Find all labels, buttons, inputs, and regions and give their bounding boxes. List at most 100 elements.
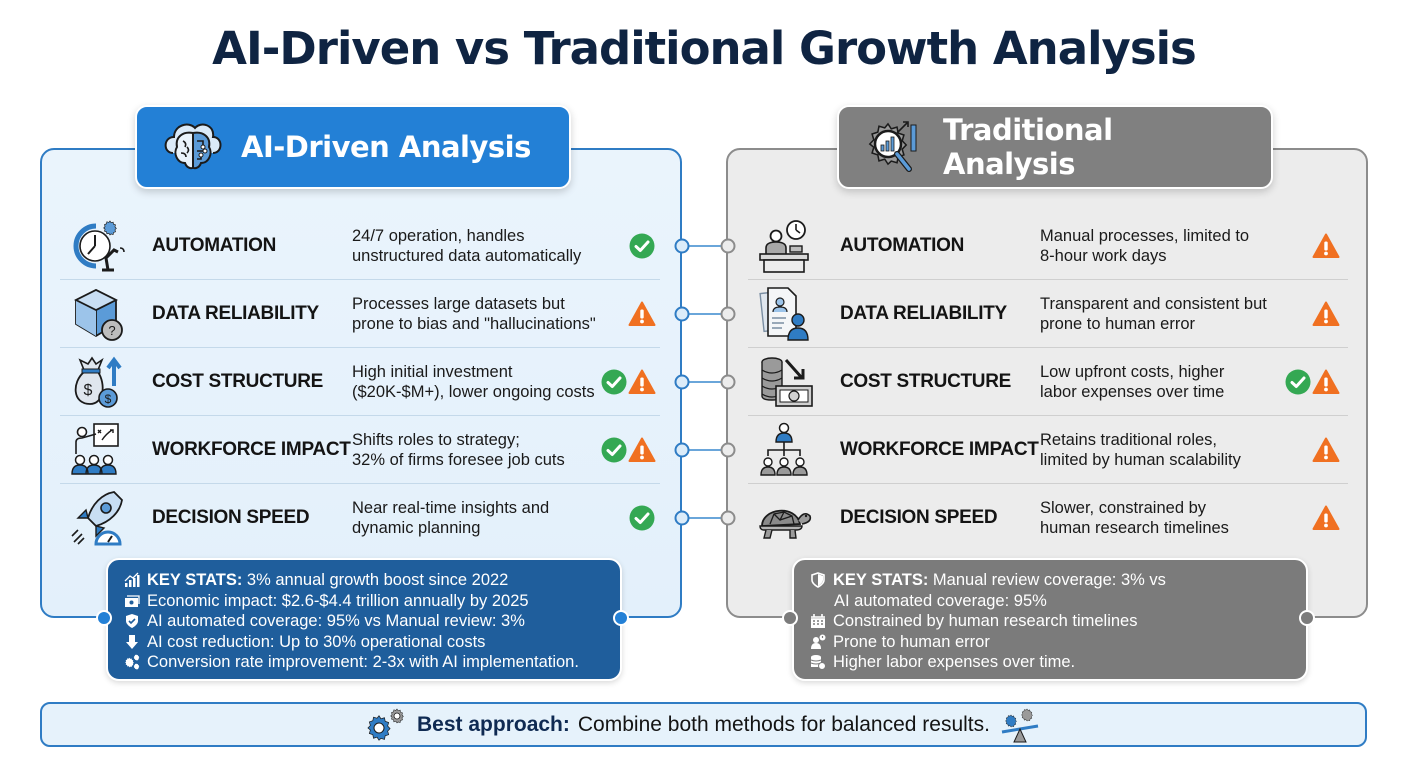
ai-row-automation: AUTOMATION 24/7 operation, handles unstr…	[60, 212, 660, 280]
row-label: COST STRUCTURE	[152, 370, 324, 392]
trad-row-decision-speed: DECISION SPEED Slower, constrained by hu…	[748, 484, 1348, 552]
svg-text:$: $	[105, 392, 112, 406]
stat-line: AI cost reduction: Up to 30% operational…	[124, 632, 606, 653]
row-label: DECISION SPEED	[840, 507, 998, 528]
traditional-panel	[726, 148, 1368, 618]
ai-stats-right-node	[613, 610, 629, 626]
coins-cash-arrow-down-icon	[761, 356, 813, 407]
person-alert-icon	[811, 634, 826, 649]
row-status	[600, 436, 656, 464]
rocket-speedometer-icon	[71, 491, 123, 546]
turtle-icon	[759, 509, 812, 539]
best-approach-banner: Best approach: Combine both methods for …	[40, 702, 1367, 747]
row-description: High initial investment ($20K-$M+), lowe…	[352, 362, 595, 401]
shield-check-icon	[126, 614, 138, 629]
stat-line: Prone to human error	[810, 632, 1292, 653]
stat-line: Higher labor expenses over time.	[810, 652, 1292, 673]
row-status	[1284, 368, 1340, 396]
growth-chart-icon	[124, 572, 140, 588]
row-label: DATA RELIABILITY	[152, 302, 319, 324]
ai-row-data-reliability: ? DATA RELIABILITY Processes large datas…	[60, 280, 660, 348]
cube-question-icon: ?	[73, 288, 123, 341]
calendar-icon	[811, 614, 825, 629]
stat-line: KEY STATS: 3% annual growth boost since …	[124, 570, 606, 591]
warning-icon	[1312, 300, 1340, 328]
row-description: Near real-time insights and dynamic plan…	[352, 499, 550, 537]
gear-magnifier-chart-icon	[868, 121, 917, 172]
banner-key: Best approach:	[417, 712, 570, 736]
trad-row-workforce-impact: WORKFORCE IMPACT Retains traditional rol…	[748, 416, 1348, 484]
stat-line: AI automated coverage: 95%	[834, 591, 1047, 610]
trad-stats-left-node	[782, 610, 798, 626]
traditional-rows: AUTOMATION Manual processes, limited to …	[748, 212, 1348, 552]
row-description: Transparent and consistent but prone to …	[1040, 294, 1267, 333]
row-description: Slower, constrained by human research ti…	[1040, 499, 1229, 537]
warning-icon	[628, 368, 656, 396]
ai-driven-header: AI-Driven Analysis	[135, 105, 571, 189]
ai-row-workforce-impact: WORKFORCE IMPACT Shifts roles to strateg…	[60, 416, 660, 484]
check-circle-icon	[628, 504, 656, 532]
stat-line: Constrained by human research timelines	[810, 611, 1292, 632]
row-description: Processes large datasets but prone to bi…	[352, 294, 596, 333]
svg-text:$: $	[84, 382, 93, 399]
row-status	[1312, 436, 1340, 464]
warning-icon	[1312, 504, 1340, 532]
warning-icon	[628, 300, 656, 328]
ai-driven-panel	[40, 148, 682, 618]
row-status	[628, 232, 656, 260]
trad-row-data-reliability: DATA RELIABILITY Transparent and consist…	[748, 280, 1348, 348]
check-circle-icon	[1284, 368, 1312, 396]
row-label: COST STRUCTURE	[840, 370, 1012, 392]
row-label: AUTOMATION	[840, 234, 965, 256]
cost-down-arrow-icon	[126, 634, 138, 649]
stat-line: AI automated coverage: 95% vs Manual rev…	[124, 611, 606, 632]
gears-balance-scale-icon	[1001, 708, 1039, 742]
ai-driven-rows: AUTOMATION 24/7 operation, handles unstr…	[60, 212, 660, 552]
traditional-key-stats: KEY STATS: Manual review coverage: 3% vs…	[792, 558, 1308, 681]
brain-cloud-circuit-icon	[164, 123, 222, 170]
page-title: AI-Driven vs Traditional Growth Analysis	[212, 22, 1197, 75]
row-status	[1312, 504, 1340, 532]
ai-row-cost-structure: $ $ COST STRUCTURE High initial investme…	[60, 348, 660, 416]
desk-worker-clock-icon	[759, 219, 809, 273]
traditional-header: Traditional Analysis	[837, 105, 1273, 189]
clock-gear-robot-arm-icon	[73, 220, 125, 271]
stat-line: KEY STATS: Manual review coverage: 3% vs	[810, 570, 1292, 591]
shield-icon	[811, 572, 825, 589]
ai-row-decision-speed: DECISION SPEED Near real-time insights a…	[60, 484, 660, 552]
check-circle-icon	[628, 232, 656, 260]
row-description: Manual processes, limited to 8-hour work…	[1040, 226, 1250, 265]
warning-icon	[1312, 232, 1340, 260]
trad-row-automation: AUTOMATION Manual processes, limited to …	[748, 212, 1348, 280]
trad-stats-right-node	[1299, 610, 1315, 626]
presenter-strategy-board-icon	[71, 422, 119, 475]
ai-driven-title: AI-Driven Analysis	[241, 130, 531, 164]
warning-icon	[1312, 368, 1340, 396]
gears-icon	[367, 708, 404, 741]
stat-line: Conversion rate improvement: 2-3x with A…	[124, 652, 606, 673]
check-circle-icon	[600, 368, 628, 396]
row-label: WORKFORCE IMPACT	[152, 438, 351, 460]
cash-icon	[125, 595, 140, 607]
svg-text:?: ?	[108, 323, 115, 338]
check-circle-icon	[600, 436, 628, 464]
warning-icon	[1312, 436, 1340, 464]
row-description: Low upfront costs, higher labor expenses…	[1040, 362, 1225, 401]
connector-rungs	[682, 245, 728, 519]
traditional-title: Traditional Analysis	[943, 113, 1113, 181]
row-status	[1312, 300, 1340, 328]
coins-stack-icon	[810, 655, 826, 671]
row-label: DECISION SPEED	[152, 507, 310, 528]
ai-stats-left-node	[96, 610, 112, 626]
gears-icon	[125, 654, 140, 670]
row-status	[1312, 232, 1340, 260]
stat-line: Economic impact: $2.6-$4.4 trillion annu…	[124, 591, 606, 612]
documents-person-icon	[759, 286, 809, 341]
trad-row-cost-structure: COST STRUCTURE Low upfront costs, higher…	[748, 348, 1348, 416]
row-status	[628, 504, 656, 532]
row-description: Shifts roles to strategy; 32% of firms f…	[352, 430, 565, 469]
org-chart-icon	[760, 422, 808, 476]
row-label: WORKFORCE IMPACT	[840, 438, 1039, 460]
row-description: 24/7 operation, handles unstructured dat…	[352, 226, 582, 265]
row-status	[600, 368, 656, 396]
